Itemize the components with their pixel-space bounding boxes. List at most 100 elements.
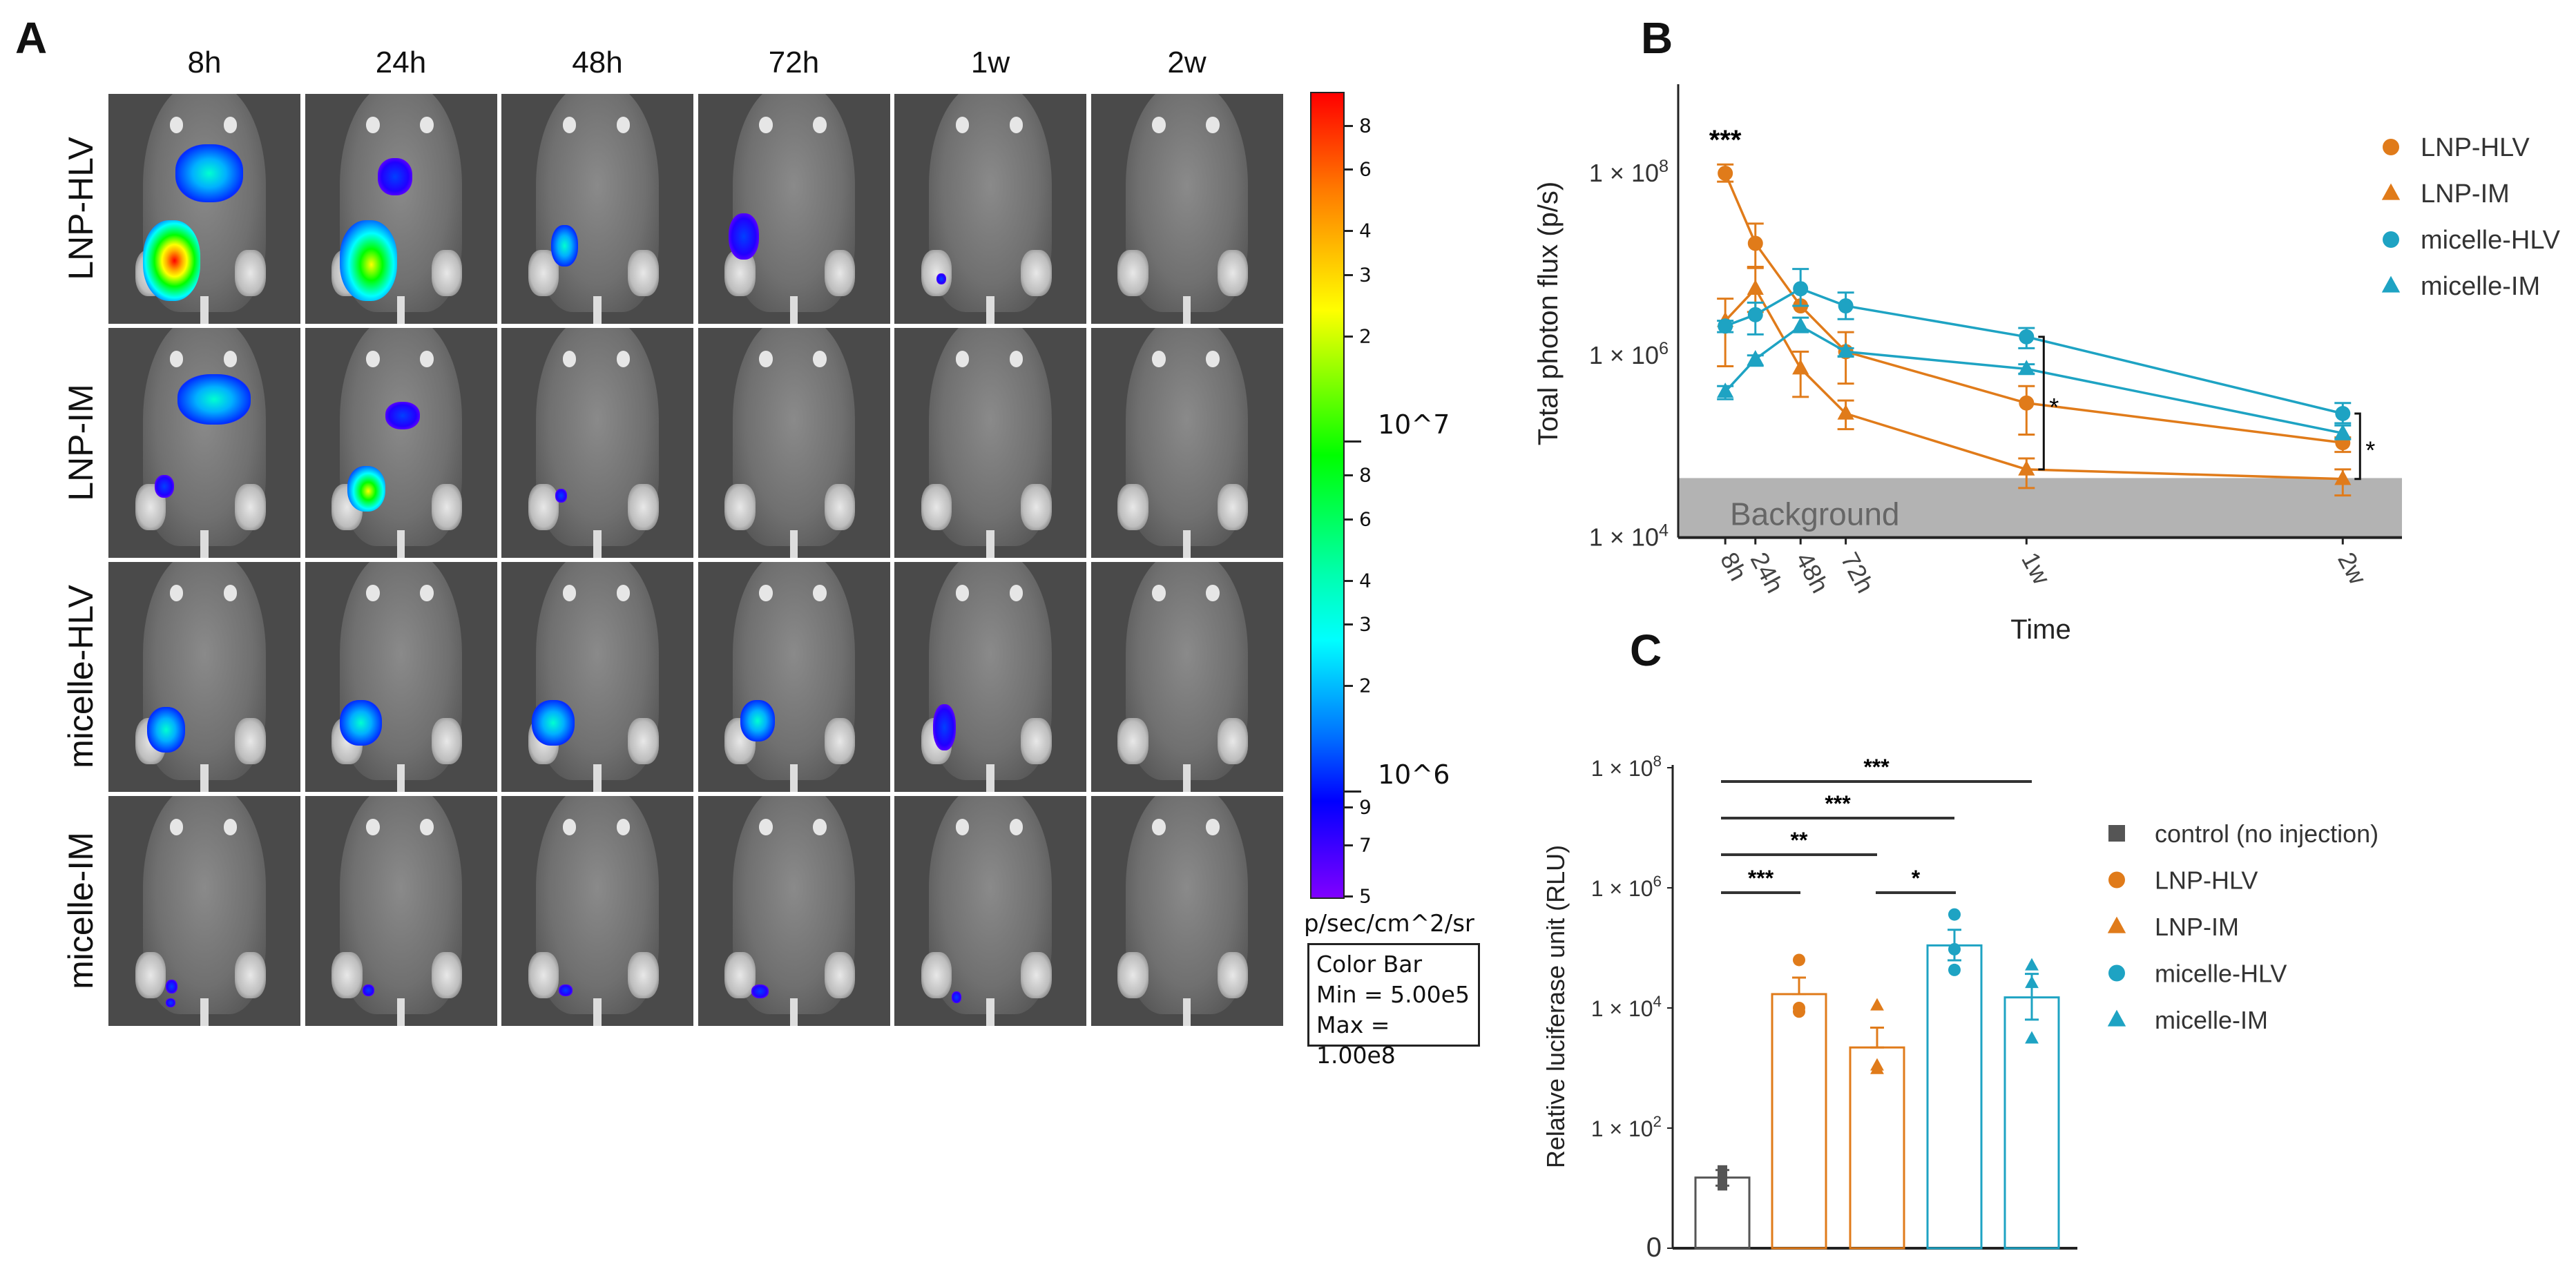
luminescence-signal (146, 706, 186, 753)
mouse-image-micelle-HLV-48h (501, 562, 693, 792)
mouse-ear (1206, 117, 1220, 133)
luminescence-signal (378, 158, 413, 195)
mouse-ear (366, 819, 380, 835)
mouse-ear (169, 351, 184, 367)
colorbar-box-title: Color Bar (1316, 951, 1423, 978)
data-point-micelle-HLV (1793, 281, 1809, 297)
data-point-micelle-HLV (1948, 942, 1961, 955)
colorbar-info-box: Color Bar Min = 5.00e5 Max = 1.00e8 (1307, 943, 1480, 1069)
data-point-micelle-IM (2025, 1031, 2039, 1044)
colorbar-tick (1343, 623, 1353, 626)
luminescence-signal (555, 489, 567, 503)
colorbar-tick-label: 10^6 (1378, 759, 1450, 790)
series-line-LNP-HLV (1724, 173, 2343, 444)
mouse-hind-leg (921, 250, 952, 297)
mouse-image-micelle-IM-48h (501, 796, 693, 1026)
significance-label: * (2049, 393, 2059, 421)
colorbar-box-max: Max = 1.00e8 (1316, 1011, 1396, 1069)
data-point-LNP-HLV (1747, 235, 1763, 251)
legend-label-control (no injection): control (no injection) (2155, 819, 2378, 848)
mouse-tail (593, 296, 602, 324)
mouse-ear (366, 117, 380, 133)
mouse-image-LNP-HLV-24h (305, 94, 497, 324)
y-tick-label: 1 × 106 (1591, 873, 1662, 901)
mouse-ear (1206, 351, 1220, 367)
colorbar-tick (1343, 125, 1353, 128)
bar-LNP-HLV (1771, 993, 1827, 1250)
mouse-image-LNP-IM-48h (501, 328, 693, 558)
mouse-hind-leg (824, 718, 856, 765)
mouse-image-micelle-IM-24h (305, 796, 497, 1026)
colorbar-tick-label: 4 (1359, 569, 1372, 592)
luminescence-signal (166, 998, 176, 1008)
colorbar-tick-label: 5 (1359, 884, 1372, 908)
mouse-ear (1206, 585, 1220, 601)
mouse-ear (420, 117, 434, 133)
mouse-image-LNP-IM-2w (1090, 328, 1283, 558)
data-point-micelle-HLV (1747, 307, 1763, 322)
mouse-hind-leg (1117, 484, 1148, 531)
background-band (1678, 478, 2402, 538)
mouse-image-micelle-IM-72h (698, 796, 890, 1026)
significance-label: * (2365, 436, 2375, 464)
mouse-tail (396, 764, 405, 792)
legend-label-micelle-IM: micelle-IM (2421, 272, 2540, 301)
x-tick-label: 1w (2016, 547, 2056, 590)
mouse-image-LNP-HLV-72h (698, 94, 890, 324)
data-point-micelle-HLV (1838, 298, 1854, 314)
data-point-LNP-IM (1747, 279, 1764, 295)
mouse-tail (396, 530, 405, 558)
colorbar-tick (1343, 685, 1353, 688)
mouse-image-micelle-HLV-72h (698, 562, 890, 792)
mouse-tail (1182, 998, 1191, 1026)
mouse-hind-leg (1217, 250, 1249, 297)
y-tick-label: 1 × 108 (1589, 157, 1669, 187)
legend-marker-micelle-IM (2381, 275, 2401, 293)
mouse-ear (616, 819, 631, 835)
y-tick-label: 1 × 104 (1591, 993, 1662, 1021)
mouse-hind-leg (628, 250, 659, 297)
significance-label: *** (1748, 866, 1774, 891)
colorbar-tick (1343, 168, 1353, 171)
mouse-image-LNP-IM-8h (108, 328, 300, 558)
mouse-ear (616, 585, 631, 601)
data-point-micelle-IM (1717, 382, 1734, 398)
colorbar-tick-label: 9 (1359, 795, 1372, 819)
data-point-micelle-IM (1792, 317, 1809, 333)
mouse-ear (616, 351, 631, 367)
mouse-ear (1009, 819, 1023, 835)
mouse-ear (562, 819, 577, 835)
mouse-image-LNP-HLV-8h (108, 94, 300, 324)
mouse-hind-leg (431, 952, 463, 999)
mouse-tail (1182, 764, 1191, 792)
colorbar-units: p/sec/cm^2/sr (1304, 910, 1474, 938)
mouse-ear (420, 585, 434, 601)
mouse-ear (562, 351, 577, 367)
mouse-image-LNP-IM-24h (305, 328, 497, 558)
mouse-ear (1152, 585, 1166, 601)
mouse-ear (955, 351, 970, 367)
luminescence-signal (362, 984, 374, 996)
mouse-tail (789, 296, 798, 324)
colorbar-box-min: Min = 5.00e5 (1316, 981, 1470, 1008)
mouse-ear (813, 351, 827, 367)
data-point-micelle-HLV (1718, 318, 1733, 334)
colorbar-tick (1343, 579, 1353, 582)
colorbar-tick-label: 4 (1359, 219, 1372, 242)
mouse-hind-leg (628, 484, 659, 531)
legend-marker-LNP-IM (2107, 916, 2126, 933)
data-point-LNP-HLV (1793, 1005, 1805, 1018)
column-header-8h: 8h (187, 46, 222, 79)
mouse-ear (1009, 585, 1023, 601)
data-point-LNP-IM (1792, 359, 1809, 375)
mouse-tail (986, 296, 994, 324)
mouse-image-micelle-IM-8h (108, 796, 300, 1026)
data-point-micelle-IM (2025, 958, 2039, 971)
x-tick-label: 8h (1715, 547, 1753, 585)
legend-marker-LNP-IM (2381, 183, 2401, 200)
mouse-image-LNP-IM-1w (894, 328, 1086, 558)
data-point-LNP-IM (1837, 404, 1854, 420)
mouse-image-micelle-IM-1w (894, 796, 1086, 1026)
data-point-control (no injection) (1718, 1172, 1727, 1183)
